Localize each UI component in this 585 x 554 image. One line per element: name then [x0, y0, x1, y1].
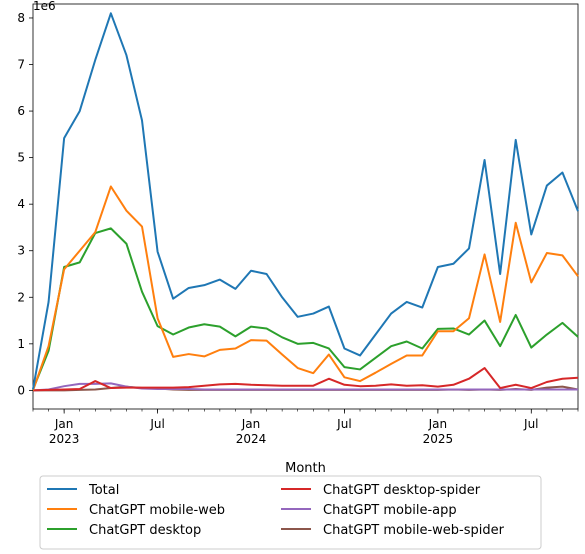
plot-area	[32, 3, 579, 410]
x-tick-label: Jul	[336, 417, 351, 431]
y-tick-label: 2	[17, 290, 25, 304]
y-tick-label: 1	[17, 337, 25, 351]
legend-item: ChatGPT mobile-web	[47, 503, 225, 518]
series-line-chatgpt-desktop-spider	[32, 367, 579, 392]
y-tick-label: 7	[17, 58, 25, 72]
series-line-chatgpt-desktop	[32, 227, 579, 390]
legend-item: ChatGPT desktop-spider	[281, 483, 481, 498]
series-line-chatgpt-mobile-app	[32, 382, 578, 392]
x-tick-year-label: 2025	[423, 432, 454, 446]
legend-label: ChatGPT desktop	[89, 523, 201, 538]
x-tick-year-label: 2024	[236, 432, 267, 446]
x-tick-label: Jul	[149, 417, 164, 431]
x-tick-year-label: 2023	[49, 432, 80, 446]
legend-item: ChatGPT mobile-app	[281, 503, 457, 518]
x-tick-label: Jan	[428, 417, 448, 431]
series-lines	[32, 12, 579, 392]
legend-label: ChatGPT mobile-app	[323, 503, 457, 518]
series-line-chatgpt-mobile-web	[32, 185, 579, 391]
y-tick-label: 3	[17, 244, 25, 258]
legend-item: ChatGPT mobile-web-spider	[281, 523, 505, 538]
y-tick-label: 6	[17, 104, 25, 118]
x-tick-label: Jan	[54, 417, 74, 431]
x-axis-label: Month	[285, 461, 326, 476]
series-line-total	[32, 12, 579, 390]
legend-label: ChatGPT desktop-spider	[323, 483, 481, 498]
plot-frame	[32, 3, 579, 410]
legend-label: ChatGPT mobile-web	[89, 503, 225, 518]
legend-item: ChatGPT desktop	[47, 523, 201, 538]
legend: Total ChatGPT mobile-web ChatGPT desktop Ch…	[39, 475, 542, 550]
y-tick-label: 0	[17, 383, 25, 397]
legend-label: ChatGPT mobile-web-spider	[323, 523, 505, 538]
legend-item: Total	[47, 483, 119, 498]
y-tick-label: 4	[17, 197, 25, 211]
y-tick-label: 5	[17, 151, 25, 165]
x-tick-label: Jan	[241, 417, 261, 431]
x-tick-label: Jul	[523, 417, 538, 431]
y-tick-label: 8	[17, 11, 25, 25]
legend-label: Total	[88, 483, 119, 498]
legend-box	[39, 475, 542, 550]
y-offset-label: 1e6	[33, 0, 56, 13]
